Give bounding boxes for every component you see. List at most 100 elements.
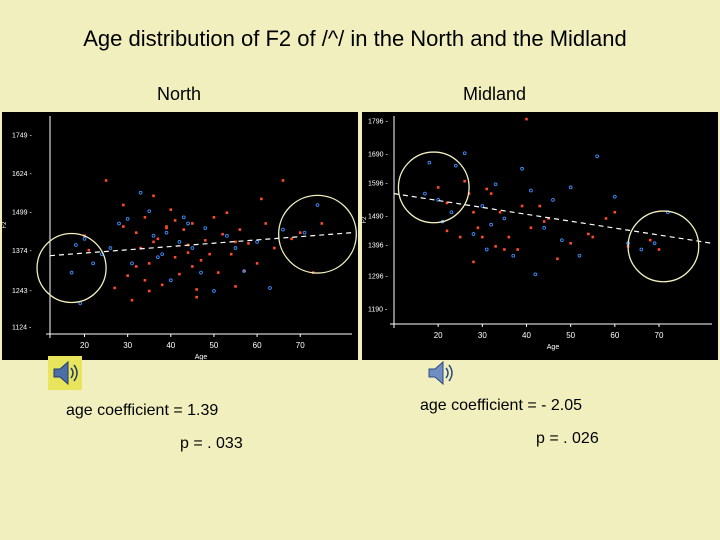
data-point-male [242,269,246,273]
data-point-male [147,209,152,214]
y-tick-label: 1124 - [12,325,32,332]
data-point-male [493,182,498,187]
data-point-female [160,283,164,287]
data-point-male [125,217,130,221]
y-tick-label: 1490 - [368,213,389,220]
midland-scatter-plot: 1190 - 1296 - 1396 - 1490 - 1596 - 1690 - 1796… [362,112,718,360]
data-point-male [529,188,533,193]
data-point-male [639,247,644,252]
data-point-male [69,270,74,275]
data-point-male [151,233,156,238]
data-point-female [234,240,237,244]
data-point-female [476,226,480,230]
y-tick-label: 1796 - [368,118,389,125]
data-point-female [212,216,216,219]
data-point-male [520,166,524,171]
data-point-male [177,240,182,244]
data-point-female [485,187,489,191]
data-point-female [195,288,198,291]
midland-speaker-icon[interactable] [424,356,456,395]
data-point-female [525,117,528,121]
data-point-female [122,203,125,207]
data-point-female [225,211,229,215]
north-label: North [157,84,202,104]
data-point-male [471,232,476,236]
data-point-male [595,154,600,159]
data-point-female [264,222,268,225]
data-point-female [507,235,511,239]
x-tick-label: 50 [209,341,218,350]
data-point-female [134,265,138,268]
data-point-male [74,243,78,247]
data-point-female [494,245,497,248]
data-point-male [156,255,160,260]
data-point-male [212,289,216,293]
data-point-male [130,261,134,266]
data-point-male [568,185,573,190]
data-point-male [652,241,657,246]
y-tick-label: 1624 - [12,171,33,178]
data-point-male [168,278,173,283]
data-point-female [255,262,259,265]
y-tick-label: 1749 - [12,133,33,140]
data-point-female [481,235,484,239]
data-point-female [458,235,462,239]
highlight-circle [627,210,700,283]
data-point-male [423,191,427,196]
x-axis-label: Age [195,354,208,360]
data-point-female [587,232,590,236]
data-point-female [547,217,550,220]
data-point-male [91,261,95,266]
data-point-female [538,204,542,208]
data-point-male [511,253,516,258]
data-point-female [591,235,595,239]
slide-title: Age distribution of F2 of /^/ in the Nor… [83,26,627,51]
plot-background [362,112,718,360]
data-point-male [108,246,113,250]
data-point-female [113,286,117,290]
data-point-female [463,179,466,183]
data-point-male [117,221,121,226]
data-point-male [138,190,143,195]
data-point-female [290,237,293,241]
data-point-female [516,248,519,251]
data-point-female [147,289,151,293]
data-point-female [298,231,302,234]
data-point-female [520,204,524,208]
data-point-male [502,216,507,221]
x-tick-label: 50 [566,331,575,340]
midland-age-coefficient: age coefficient = - 2.05 [420,397,583,414]
y-axis-label: F2 [362,216,368,224]
data-point-female [195,295,198,299]
data-point-female [234,285,237,288]
data-point-female [556,257,559,261]
data-point-male [315,203,320,207]
data-point-female [604,217,608,220]
data-point-female [238,228,242,231]
data-point-female [165,225,168,228]
data-point-female [320,222,324,225]
y-tick-label: 1190 - [368,306,388,313]
data-point-male [190,246,195,250]
data-point-female [281,179,285,182]
y-tick-label: 1690 - [368,151,389,158]
data-point-female [503,248,506,251]
data-point-male [436,197,441,202]
data-point-female [204,239,207,242]
x-tick-label: 40 [522,331,531,340]
data-point-male [612,194,617,199]
north-speaker-icon[interactable] [48,356,82,395]
data-point-female [260,197,263,201]
data-point-male [302,230,307,235]
data-point-female [273,246,276,250]
y-tick-label: 1396 - [368,243,389,250]
data-point-male [268,286,272,290]
data-point-female [165,226,168,230]
data-point-female [178,272,181,276]
data-point-female [191,265,194,268]
data-point-female [445,201,449,205]
data-point-female [569,241,572,245]
data-point-male [199,270,203,275]
data-point-female [216,271,220,274]
data-point-male [462,151,467,156]
